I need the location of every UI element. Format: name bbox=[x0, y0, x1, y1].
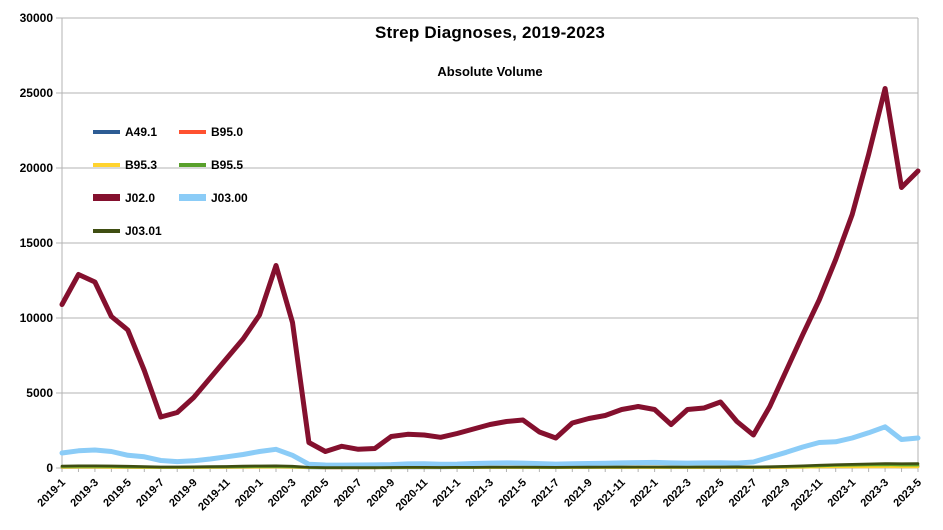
y-tick-label: 0 bbox=[46, 461, 53, 475]
legend-swatch-a49-1 bbox=[93, 129, 120, 134]
x-tick-label: 2019-11 bbox=[196, 477, 233, 514]
legend-label: J02.0 bbox=[125, 190, 156, 205]
x-tick-label: 2022-5 bbox=[694, 477, 727, 510]
x-tick-label: 2019-9 bbox=[167, 477, 200, 510]
legend-label: J03.01 bbox=[125, 223, 162, 238]
legend-item-j03-00: J03.00 bbox=[179, 191, 299, 205]
legend-swatch-b95-5 bbox=[179, 162, 206, 167]
y-axis-labels: 0 5000 10000 15000 20000 25000 30000 bbox=[20, 11, 54, 475]
legend-swatch-b95-0 bbox=[179, 129, 206, 134]
series-line-j03-00 bbox=[59, 424, 921, 468]
y-tick-label: 20000 bbox=[20, 161, 54, 175]
x-tick-label: 2022-3 bbox=[661, 477, 694, 510]
gridlines bbox=[62, 17, 918, 469]
x-tick-label: 2021-1 bbox=[430, 477, 463, 510]
x-tick-label: 2020-3 bbox=[266, 477, 299, 510]
x-tick-label: 2019-3 bbox=[68, 477, 101, 510]
x-tick-label: 2023-3 bbox=[858, 477, 891, 510]
x-tick-label: 2021-9 bbox=[562, 477, 595, 510]
x-tick-label: 2022-11 bbox=[789, 477, 826, 514]
x-tick-label: 2022-9 bbox=[760, 477, 793, 510]
y-tick-label: 15000 bbox=[20, 236, 54, 250]
x-tick-label: 2020-9 bbox=[365, 477, 398, 510]
legend-item-j02-0: J02.0 bbox=[93, 191, 179, 205]
x-tick-label: 2019-7 bbox=[134, 477, 167, 510]
legend-label: A49.1 bbox=[125, 124, 158, 139]
legend-item-b95-5: B95.5 bbox=[179, 158, 299, 172]
legend-label: J03.00 bbox=[211, 190, 248, 205]
legend-swatch-j02-0 bbox=[93, 194, 120, 201]
x-tick-label: 2021-7 bbox=[529, 477, 562, 510]
legend-swatch-j03-01 bbox=[93, 228, 120, 233]
legend-item-b95-3: B95.3 bbox=[93, 158, 179, 172]
x-tick-label: 2023-1 bbox=[826, 477, 859, 510]
x-tick-label: 2020-7 bbox=[332, 477, 365, 510]
x-tick-label: 2020-5 bbox=[299, 477, 332, 510]
x-tick-label: 2021-5 bbox=[496, 477, 529, 510]
series-line-j03-01 bbox=[60, 462, 920, 469]
legend-item-b95-0: B95.0 bbox=[179, 125, 299, 139]
legend-label: B95.5 bbox=[211, 157, 244, 172]
y-tick-label: 25000 bbox=[20, 86, 54, 100]
axis-ticks bbox=[56, 17, 919, 472]
x-tick-label: 2022-1 bbox=[628, 477, 661, 510]
x-tick-label: 2019-1 bbox=[35, 477, 68, 510]
x-tick-label: 2019-5 bbox=[101, 477, 134, 510]
legend: A49.1 B95.0 B95.3 B95.5 J02.0 J03.00 J03.01 bbox=[93, 115, 299, 247]
y-tick-label: 30000 bbox=[20, 11, 54, 25]
x-tick-label: 2022-7 bbox=[727, 477, 760, 510]
y-tick-label: 5000 bbox=[26, 386, 53, 400]
x-tick-label: 2021-11 bbox=[591, 477, 628, 514]
x-tick-label: 2020-11 bbox=[394, 477, 431, 514]
x-tick-label: 2023-5 bbox=[891, 477, 924, 510]
x-tick-label: 2021-3 bbox=[463, 477, 496, 510]
legend-label: B95.0 bbox=[211, 124, 244, 139]
chart-subtitle: Absolute Volume bbox=[437, 64, 543, 79]
legend-label: B95.3 bbox=[125, 157, 158, 172]
legend-item-a49-1: A49.1 bbox=[93, 125, 179, 139]
series-lines bbox=[59, 86, 921, 470]
series-line-j02-0 bbox=[59, 86, 921, 454]
legend-item-j03-01: J03.01 bbox=[93, 224, 179, 238]
y-tick-label: 10000 bbox=[20, 311, 54, 325]
chart-title: Strep Diagnoses, 2019-2023 bbox=[374, 23, 606, 42]
x-tick-label: 2020-1 bbox=[233, 477, 266, 510]
legend-swatch-j03-00 bbox=[179, 194, 206, 201]
legend-swatch-b95-3 bbox=[93, 162, 120, 167]
